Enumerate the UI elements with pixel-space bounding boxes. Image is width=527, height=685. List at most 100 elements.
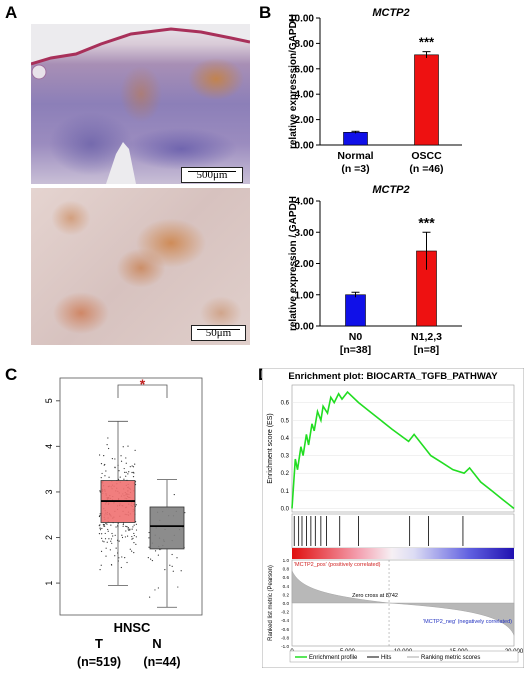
y2-tick-label: 0.8 — [283, 567, 290, 572]
significance-marker: *** — [419, 35, 435, 50]
y-tick-label: 0.6 — [281, 401, 290, 407]
data-point — [104, 475, 106, 477]
y2-tick-label: 0.4 — [283, 584, 290, 589]
data-point — [148, 537, 150, 539]
x-category-sample-size: [n=8] — [414, 344, 439, 356]
x-category-label: N0 — [349, 331, 363, 343]
data-point — [110, 524, 112, 526]
data-point — [121, 536, 124, 539]
data-point — [129, 529, 131, 531]
data-point — [147, 557, 149, 559]
data-point — [132, 537, 134, 539]
data-point — [111, 457, 113, 460]
data-point — [105, 470, 107, 472]
bar-normal — [343, 132, 368, 146]
data-point — [114, 458, 116, 460]
data-point — [101, 533, 103, 535]
data-point — [126, 561, 128, 564]
data-point — [110, 540, 112, 542]
y-tick-label: 4 — [44, 444, 54, 449]
y-tick-label: 1.00 — [295, 290, 315, 301]
y-tick-label: 0.2 — [281, 471, 290, 477]
data-point — [99, 569, 101, 571]
data-point — [180, 570, 182, 572]
data-point — [131, 528, 133, 530]
data-point — [106, 523, 108, 525]
data-point — [128, 471, 130, 473]
data-point — [111, 564, 113, 566]
data-point — [114, 534, 116, 536]
data-point — [127, 528, 129, 530]
y-tick-label: 4.00 — [295, 197, 315, 208]
histology-image-low-magnification: 500μm — [31, 24, 250, 184]
ranking-color-bar — [292, 548, 514, 559]
data-point — [171, 553, 173, 556]
x-category-label: OSCC — [411, 150, 442, 162]
y-tick-label: 0.00 — [295, 141, 315, 152]
data-point — [135, 529, 138, 531]
data-point — [134, 449, 136, 451]
data-point — [131, 550, 133, 552]
data-point — [119, 476, 121, 478]
data-point — [133, 532, 135, 535]
y-tick-label: 0.4 — [281, 436, 290, 442]
data-point — [177, 586, 179, 588]
data-point — [124, 556, 126, 559]
y2-tick-label: -0.4 — [281, 618, 289, 623]
x-category-sample-size: (n =46) — [409, 163, 443, 175]
legend-label: Ranking metric scores — [421, 655, 480, 661]
data-point — [157, 587, 159, 589]
data-point — [111, 532, 113, 535]
legend-frame — [289, 650, 519, 663]
y2-tick-label: 1.0 — [283, 558, 290, 563]
data-point — [99, 527, 101, 529]
data-point — [120, 566, 122, 569]
data-point — [105, 522, 107, 525]
bar-oscc — [414, 54, 439, 146]
data-point — [124, 536, 126, 538]
data-point — [99, 514, 101, 517]
data-point — [131, 538, 133, 540]
data-point — [133, 524, 135, 526]
data-point — [100, 463, 103, 465]
scale-bar-label: 50μm — [205, 327, 232, 339]
y-axis-label: Enrichment score (ES) — [267, 413, 274, 483]
data-point — [107, 530, 109, 532]
x-category-sample-size: (n =3) — [341, 163, 369, 175]
data-point — [125, 471, 127, 474]
data-point — [176, 557, 178, 559]
data-point — [132, 476, 135, 478]
y-tick-label: 2.00 — [295, 259, 315, 270]
y-tick-label: 0.1 — [281, 489, 290, 495]
data-point — [98, 454, 101, 456]
data-point — [135, 523, 137, 525]
data-point — [131, 471, 133, 474]
data-point — [110, 538, 113, 540]
data-point — [103, 524, 105, 526]
x-axis-label: HNSC — [114, 620, 151, 635]
data-point — [171, 565, 173, 567]
data-point — [106, 541, 108, 543]
data-point — [102, 523, 104, 526]
data-point — [127, 445, 129, 447]
data-point — [112, 535, 114, 537]
y2-tick-label: -0.6 — [281, 627, 289, 632]
data-point — [111, 542, 113, 544]
significance-bracket — [117, 384, 168, 398]
data-point — [122, 523, 124, 526]
data-point — [125, 457, 127, 459]
data-point — [164, 569, 166, 571]
data-point — [109, 549, 111, 551]
es-plot-frame — [291, 384, 515, 513]
data-point — [98, 533, 101, 535]
data-point — [103, 541, 105, 543]
data-point — [148, 531, 150, 534]
panel-letter-b: B — [259, 3, 272, 22]
y-tick-label: 10.00 — [289, 14, 314, 25]
data-point — [131, 465, 133, 467]
scale-bar-label: 500μm — [196, 169, 228, 181]
data-point — [105, 547, 107, 549]
data-point — [100, 550, 103, 552]
box-plot-hnsc: 1 2 3 4 5 T (n=519) N (n=44) * HNSC — [44, 376, 203, 669]
chart-title: MCTP2 — [372, 184, 409, 196]
